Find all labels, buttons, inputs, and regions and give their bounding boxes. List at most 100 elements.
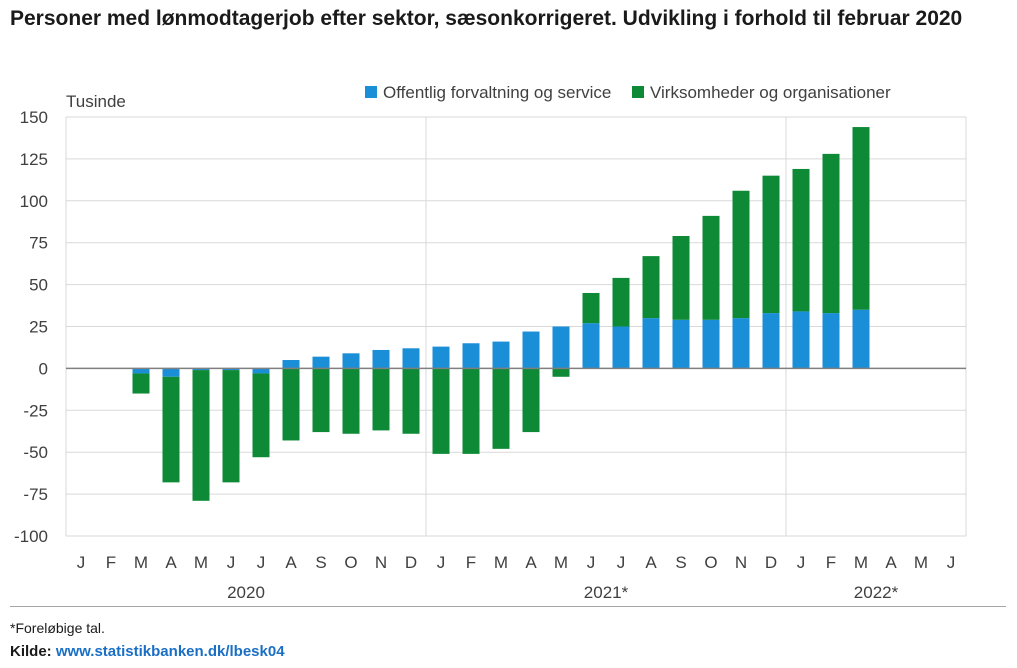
x-tick-label: F (106, 553, 116, 572)
bar-virksomheder (732, 190, 750, 319)
x-tick-label: J (797, 553, 806, 572)
bar-virksomheder (672, 235, 690, 320)
x-tick-label: A (885, 553, 897, 572)
bar-virksomheder (762, 175, 780, 314)
bar-virksomheder (402, 368, 420, 434)
bar-virksomheder (492, 368, 510, 449)
x-tick-label: M (194, 553, 208, 572)
legend-label-offentlig: Offentlig forvaltning og service (383, 83, 611, 102)
x-tick-label: J (617, 553, 626, 572)
footer-divider (10, 606, 1006, 607)
bar-virksomheder (282, 368, 300, 441)
x-tick-label: A (645, 553, 657, 572)
y-tick-label: 50 (29, 276, 48, 295)
y-unit-label: Tusinde (66, 92, 126, 111)
x-tick-label: O (344, 553, 357, 572)
x-tick-label: J (77, 553, 86, 572)
bar-virksomheder (552, 368, 570, 377)
x-tick-label: S (675, 553, 686, 572)
bar-offentlig (192, 368, 210, 371)
x-tick-label: M (854, 553, 868, 572)
bar-offentlig (612, 326, 630, 369)
x-tick-label: F (826, 553, 836, 572)
bar-offentlig (492, 341, 510, 369)
source-link[interactable]: www.statistikbanken.dk/lbesk04 (55, 643, 285, 660)
bar-virksomheder (162, 376, 180, 483)
chart-title: Personer med lønmodtagerjob efter sektor… (10, 7, 963, 30)
bar-offentlig (372, 349, 390, 369)
x-tick-label: M (554, 553, 568, 572)
bar-offentlig (552, 326, 570, 369)
bar-offentlig (822, 313, 840, 369)
bar-virksomheder (342, 368, 360, 434)
bar-offentlig (852, 309, 870, 369)
bar-offentlig (702, 319, 720, 369)
bar-offentlig (462, 343, 480, 369)
bar-offentlig (432, 346, 450, 369)
bar-virksomheder (612, 277, 630, 327)
bar-virksomheder (252, 373, 270, 458)
year-label: 2022* (854, 583, 899, 602)
legend-label-virksomheder: Virksomheder og organisationer (650, 83, 891, 102)
grid-layer (65, 116, 967, 537)
x-tick-label: A (165, 553, 177, 572)
bar-offentlig (522, 331, 540, 369)
bar-offentlig (312, 356, 330, 369)
bar-offentlig (762, 313, 780, 369)
bar-virksomheder (642, 256, 660, 319)
x-tick-label: D (765, 553, 777, 572)
x-tick-label: A (525, 553, 537, 572)
x-tick-label: D (405, 553, 417, 572)
y-tick-label: -100 (14, 527, 48, 546)
x-tick-label: J (227, 553, 236, 572)
bar-virksomheder (192, 370, 210, 501)
bar-virksomheder (132, 373, 150, 394)
legend-swatch-offentlig (365, 86, 377, 98)
bar-virksomheder (822, 153, 840, 314)
bar-layer (132, 127, 870, 501)
y-tick-label: 125 (20, 150, 48, 169)
x-tick-label: M (494, 553, 508, 572)
bar-virksomheder (702, 215, 720, 320)
y-tick-label: 0 (39, 359, 48, 378)
x-tick-label: M (914, 553, 928, 572)
bar-virksomheder (522, 368, 540, 433)
bar-virksomheder (582, 292, 600, 324)
x-tick-label: J (587, 553, 596, 572)
bar-virksomheder (792, 168, 810, 312)
bar-offentlig (342, 353, 360, 369)
year-label: 2021* (584, 583, 629, 602)
bar-offentlig (162, 368, 180, 377)
bar-virksomheder (222, 370, 240, 483)
y-tick-label: 25 (29, 318, 48, 337)
y-tick-label: -25 (23, 401, 48, 420)
legend-swatch-virksomheder (632, 86, 644, 98)
y-tick-label: -75 (23, 485, 48, 504)
x-tick-label: J (257, 553, 266, 572)
source-label: Kilde: (10, 643, 52, 660)
source-line: Kilde: www.statistikbanken.dk/lbesk04 (10, 643, 285, 660)
x-tick-label: O (704, 553, 717, 572)
bar-offentlig (282, 360, 300, 369)
x-tick-label: A (285, 553, 297, 572)
y-tick-label: -50 (23, 443, 48, 462)
bar-virksomheder (372, 368, 390, 431)
x-tick-label: J (437, 553, 446, 572)
bar-offentlig (732, 318, 750, 369)
year-label: 2020 (227, 583, 265, 602)
x-tick-label: F (466, 553, 476, 572)
x-tick-label: N (375, 553, 387, 572)
x-tick-label: S (315, 553, 326, 572)
bar-virksomheder (432, 368, 450, 454)
bar-offentlig (672, 319, 690, 369)
footnote: *Foreløbige tal. (10, 620, 105, 636)
legend: Offentlig forvaltning og service Virksomh… (365, 83, 891, 102)
y-tick-label: 150 (20, 108, 48, 127)
bar-offentlig (402, 348, 420, 369)
y-tick-label: 75 (29, 234, 48, 253)
bar-offentlig (792, 311, 810, 369)
y-tick-label: 100 (20, 192, 48, 211)
bar-offentlig (222, 368, 240, 371)
x-tick-label: J (947, 553, 956, 572)
